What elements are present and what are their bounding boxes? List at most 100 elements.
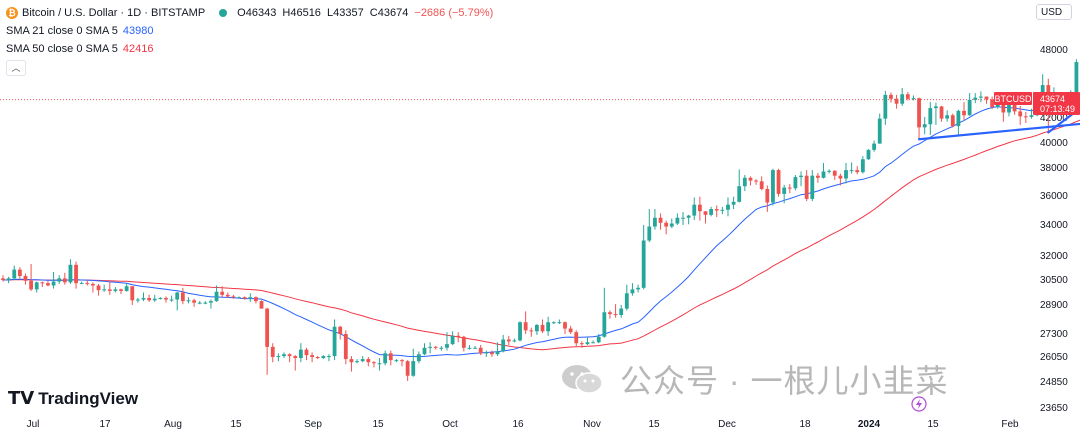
candle-body bbox=[827, 170, 832, 172]
candle bbox=[338, 325, 343, 340]
tradingview-logo[interactable]: 𝗧𝗩 TradingView bbox=[8, 388, 138, 409]
candle-body bbox=[405, 361, 410, 376]
bitcoin-icon: ₿ bbox=[6, 7, 18, 19]
candle-body bbox=[23, 276, 28, 281]
candle-body bbox=[658, 217, 663, 223]
chevron-up-icon[interactable]: ︿ bbox=[6, 60, 26, 76]
candle bbox=[821, 163, 826, 179]
candle bbox=[478, 345, 483, 356]
candle-body bbox=[214, 291, 219, 302]
price-tag: BTCUSD 43674 07:13:49 bbox=[994, 92, 1080, 115]
sma50-label[interactable]: SMA 50 close 0 SMA 5 bbox=[6, 43, 118, 55]
legend-sma50-row[interactable]: SMA 50 close 0 SMA 5 42416 bbox=[6, 40, 496, 58]
candle-body bbox=[298, 349, 303, 359]
candle bbox=[568, 325, 573, 334]
candle-body bbox=[714, 209, 719, 211]
candle bbox=[939, 105, 944, 122]
candle-body bbox=[169, 299, 174, 301]
candle bbox=[799, 171, 803, 187]
symbol-title[interactable]: Bitcoin / U.S. Dollar · 1D · BITSTAMP bbox=[22, 7, 206, 19]
candle-body bbox=[366, 359, 371, 363]
candle-body bbox=[135, 299, 140, 301]
y-tick-label: 36000 bbox=[1040, 191, 1068, 202]
candle-body bbox=[456, 335, 461, 337]
legend-sma21-row[interactable]: SMA 21 close 0 SMA 5 43980 bbox=[6, 22, 496, 40]
candle bbox=[681, 211, 685, 225]
candle-body bbox=[310, 355, 314, 357]
candle-body bbox=[1012, 102, 1017, 112]
candle-body bbox=[461, 336, 466, 348]
candle-body bbox=[574, 332, 579, 344]
sma21-label[interactable]: SMA 21 close 0 SMA 5 bbox=[6, 25, 118, 37]
candle bbox=[225, 292, 230, 298]
candle bbox=[360, 356, 365, 363]
candle bbox=[29, 264, 33, 291]
candle bbox=[96, 283, 101, 296]
candle-body bbox=[535, 324, 539, 332]
rising-trendline[interactable] bbox=[1047, 56, 1080, 134]
candle-body bbox=[799, 175, 803, 178]
candle-body bbox=[349, 359, 354, 363]
candle bbox=[934, 102, 938, 125]
candle bbox=[579, 341, 584, 348]
x-tick-label: 18 bbox=[799, 419, 811, 430]
candle-body bbox=[855, 170, 860, 173]
candle-body bbox=[130, 286, 135, 301]
candle-body bbox=[360, 359, 365, 362]
candle-body bbox=[900, 94, 905, 104]
wechat-icon bbox=[562, 365, 603, 394]
candle-body bbox=[596, 336, 601, 343]
candle bbox=[810, 170, 815, 202]
chart-legend: ₿ Bitcoin / U.S. Dollar · 1D · BITSTAMP … bbox=[6, 4, 496, 76]
y-axis: 4800044000420004000038000360003400032000… bbox=[1040, 45, 1068, 414]
candle bbox=[641, 225, 646, 290]
candle-body bbox=[849, 170, 854, 172]
candle-body bbox=[866, 149, 871, 160]
candle bbox=[630, 283, 635, 296]
candle-body bbox=[40, 282, 45, 284]
candle-body bbox=[467, 347, 472, 349]
candle-body bbox=[647, 226, 652, 241]
candle bbox=[613, 304, 618, 318]
candle-body bbox=[984, 96, 989, 100]
event-flash-icon[interactable] bbox=[911, 396, 927, 412]
candle bbox=[304, 347, 309, 361]
candle-body bbox=[220, 291, 225, 295]
candle-body bbox=[327, 356, 331, 358]
candle-body bbox=[844, 170, 848, 179]
candle-body bbox=[315, 357, 320, 359]
candle bbox=[720, 206, 725, 215]
ohlc-close: C43674 bbox=[369, 7, 409, 19]
candle-body bbox=[68, 264, 73, 283]
candle bbox=[192, 298, 196, 307]
candle bbox=[804, 170, 809, 202]
candle-body bbox=[860, 159, 865, 173]
candle bbox=[270, 343, 275, 363]
market-status-icon[interactable] bbox=[219, 9, 228, 17]
candle bbox=[653, 209, 657, 230]
candle-body bbox=[6, 278, 11, 280]
ohlc-change: −2686 (−5.79%) bbox=[414, 7, 494, 19]
candle bbox=[793, 175, 798, 191]
candle-body bbox=[1023, 116, 1028, 118]
support-trendline[interactable] bbox=[917, 114, 1080, 141]
legend-symbol-row[interactable]: ₿ Bitcoin / U.S. Dollar · 1D · BITSTAMP … bbox=[6, 4, 496, 22]
candle-body bbox=[810, 175, 815, 199]
x-tick-label: Nov bbox=[583, 419, 601, 430]
currency-button[interactable]: USD bbox=[1036, 4, 1072, 20]
candle bbox=[51, 272, 56, 289]
candle bbox=[428, 342, 433, 354]
candle-body bbox=[422, 347, 427, 355]
candle bbox=[287, 353, 292, 363]
candle-body bbox=[540, 324, 545, 332]
candle-body bbox=[759, 181, 764, 189]
candle bbox=[917, 97, 921, 140]
candle-body bbox=[973, 97, 978, 100]
candle bbox=[321, 355, 326, 360]
candle-body bbox=[29, 280, 33, 290]
candle bbox=[327, 354, 331, 362]
candle-body bbox=[737, 186, 742, 202]
candle-body bbox=[838, 175, 843, 179]
y-tick-label: 48000 bbox=[1040, 45, 1068, 56]
